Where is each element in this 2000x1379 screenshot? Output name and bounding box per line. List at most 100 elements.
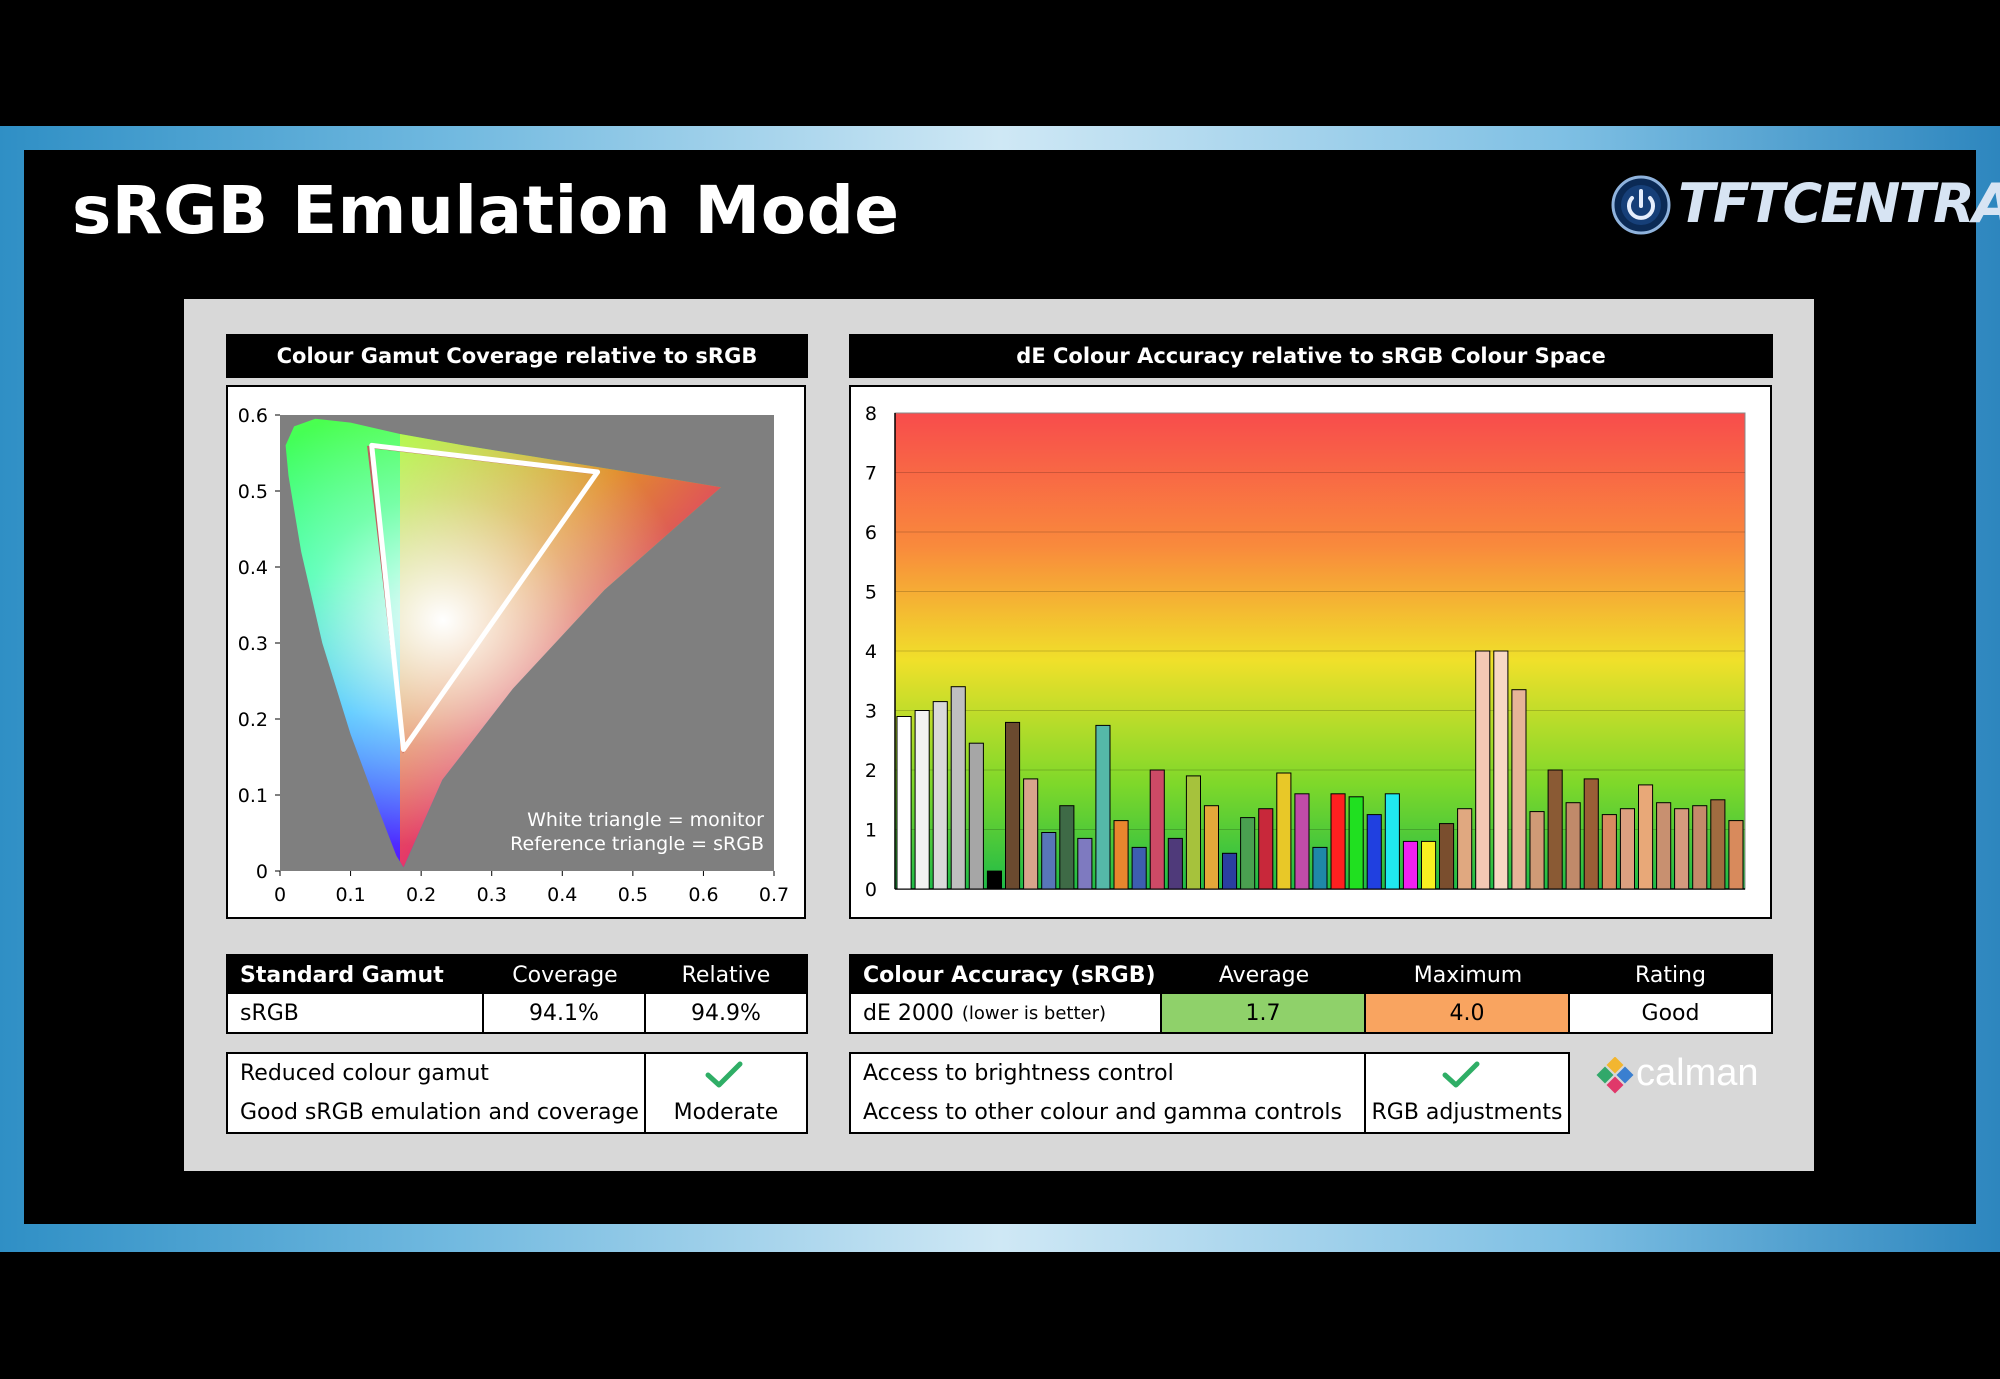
bar <box>1240 817 1256 890</box>
bar <box>1312 846 1328 890</box>
bar <box>1258 808 1274 890</box>
calman-logo-text: calman <box>1636 1052 1759 1094</box>
bar <box>896 716 912 890</box>
accuracy-note-2: Access to other colour and gamma control… <box>851 1093 1366 1132</box>
bar <box>1005 721 1021 890</box>
bar <box>1583 778 1599 890</box>
y-tick-label: 0.6 <box>238 405 268 427</box>
gamut-table-header-coverage: Coverage <box>484 956 646 994</box>
bar <box>1348 796 1364 890</box>
bar <box>1674 808 1690 890</box>
bar <box>1457 808 1473 890</box>
x-tick-label: 0.3 <box>477 884 507 906</box>
gamut-note-line2: Reference triangle = sRGB <box>510 833 764 855</box>
y-tick-label: 8 <box>865 403 877 425</box>
y-tick-label: 4 <box>865 641 877 663</box>
accuracy-rating: Good <box>1641 1000 1700 1026</box>
accuracy-row-label-note: (lower is better) <box>961 1002 1107 1024</box>
gamut-note-line1: White triangle = monitor <box>527 809 764 831</box>
gamut-note-2: Good sRGB emulation and coverage <box>228 1093 646 1132</box>
bar <box>986 870 1002 890</box>
bar <box>1638 784 1654 890</box>
monitor-gamut-triangle <box>369 442 601 752</box>
x-tick-label: 0.1 <box>335 884 365 906</box>
bar <box>1185 775 1201 890</box>
check-icon <box>1442 1061 1480 1088</box>
y-tick-label: 3 <box>865 701 877 723</box>
gamut-table-header-relative: Relative <box>646 956 806 994</box>
bar <box>914 710 930 890</box>
bar <box>1023 778 1039 890</box>
gamut-rating: Moderate <box>673 1100 779 1125</box>
slide-title: sRGB Emulation Mode <box>72 172 900 249</box>
bar <box>1547 769 1563 890</box>
x-tick-label: 0.5 <box>618 884 648 906</box>
bar <box>1529 811 1545 890</box>
y-tick-label: 0.2 <box>238 709 268 731</box>
y-tick-label: 1 <box>865 820 877 842</box>
bar <box>1203 805 1219 890</box>
y-tick-label: 0.1 <box>238 785 268 807</box>
y-tick-label: 2 <box>865 760 877 782</box>
bar <box>1077 837 1093 890</box>
y-tick-label: 0.4 <box>238 557 268 579</box>
bar <box>1475 650 1491 890</box>
gamut-table-relative: 94.9% <box>691 1000 761 1026</box>
bar <box>1167 837 1183 890</box>
gamut-table: Standard Gamut Coverage Relative sRGB 94… <box>226 954 808 1034</box>
bar <box>1095 724 1111 890</box>
tftcentral-logo: TFTCENTRAL <box>1610 172 2000 238</box>
gamut-notes-box: Reduced colour gamut Good sRGB emulation… <box>226 1052 808 1134</box>
y-tick-label: 0.3 <box>238 633 268 655</box>
bar <box>1041 832 1057 890</box>
bar <box>1710 799 1726 890</box>
x-tick-label: 0 <box>274 884 286 906</box>
bar <box>1294 793 1310 890</box>
y-tick-label: 5 <box>865 582 877 604</box>
bar <box>1384 793 1400 890</box>
bar <box>1728 820 1744 890</box>
accuracy-note-1: Access to brightness control <box>851 1054 1366 1093</box>
y-tick-label: 0 <box>256 861 268 883</box>
bar <box>1276 772 1292 890</box>
accuracy-table-header-rating: Rating <box>1570 956 1771 994</box>
accuracy-row-label: dE 2000 (lower is better) <box>851 994 1162 1032</box>
bar <box>1421 840 1437 890</box>
x-tick-label: 0.4 <box>547 884 577 906</box>
bar <box>1330 793 1346 890</box>
calman-diamond-icon <box>1596 1057 1634 1094</box>
bar <box>1619 808 1636 890</box>
bar <box>1439 823 1455 890</box>
y-tick-label: 7 <box>865 463 877 485</box>
bar <box>1493 650 1509 890</box>
bar <box>1131 846 1147 890</box>
de-chart-box: 0 1 2 3 4 5 6 7 8 <box>849 385 1772 919</box>
bar <box>1692 805 1708 890</box>
accuracy-table-header-label: Colour Accuracy (sRGB) <box>851 956 1162 994</box>
accuracy-table-header-average: Average <box>1162 956 1366 994</box>
bar <box>950 686 966 890</box>
bar <box>968 742 984 890</box>
y-tick-label: 0 <box>865 879 877 901</box>
de-accuracy-chart: 0 1 2 3 4 5 6 7 8 <box>865 403 1746 901</box>
gamut-note-1: Reduced colour gamut <box>228 1054 646 1093</box>
accuracy-notes-box: Access to brightness control Access to o… <box>849 1052 1570 1134</box>
bar <box>1222 852 1238 890</box>
gamut-table-coverage: 94.1% <box>484 994 646 1032</box>
bar <box>1149 769 1165 890</box>
bar <box>1402 840 1419 890</box>
check-icon <box>705 1061 743 1088</box>
x-tick-label: 0.6 <box>688 884 718 906</box>
x-tick-label: 0.2 <box>406 884 436 906</box>
bar <box>1565 802 1581 890</box>
bar <box>1366 814 1382 890</box>
power-icon <box>1611 175 1671 235</box>
bar <box>932 701 948 890</box>
accuracy-table-header-maximum: Maximum <box>1366 956 1570 994</box>
bar <box>1113 820 1129 890</box>
gamut-table-header-standard: Standard Gamut <box>228 956 484 994</box>
y-tick-label: 6 <box>865 522 877 544</box>
bar <box>1601 814 1617 890</box>
accuracy-table: Colour Accuracy (sRGB) Average Maximum R… <box>849 954 1773 1034</box>
gamut-chart-box: 0 0.1 0.2 0.3 0.4 0.5 0.6 0.7 0 0.1 0.2 0.3 0.4 0.5 0.… <box>226 385 806 919</box>
